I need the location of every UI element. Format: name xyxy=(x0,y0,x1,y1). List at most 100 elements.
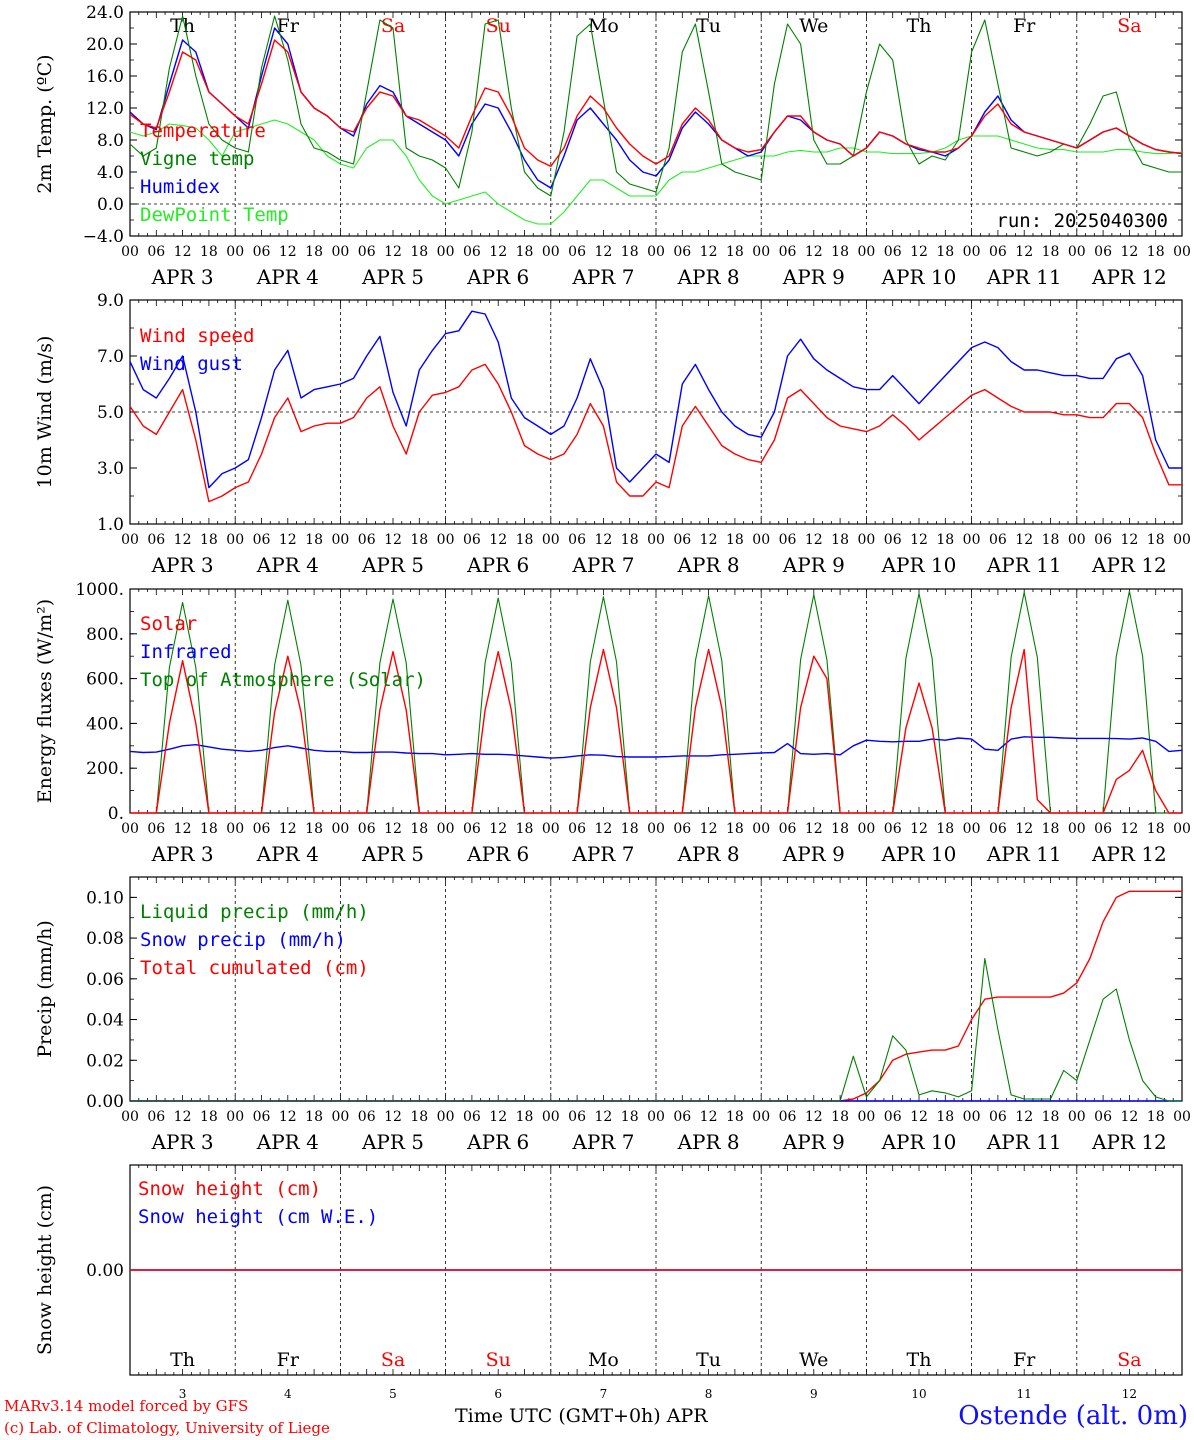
hour-tick-label: 18 xyxy=(305,244,323,260)
hour-tick-label: 00 xyxy=(121,821,139,837)
weekday-label: Fr xyxy=(277,1349,300,1371)
hour-tick-label: 06 xyxy=(568,244,586,260)
hour-tick-label: 12 xyxy=(384,532,402,548)
hour-tick-label: 00 xyxy=(752,244,770,260)
hour-tick-label: 12 xyxy=(1015,244,1033,260)
date-label: APR 4 xyxy=(256,1130,319,1154)
hour-tick-label: 12 xyxy=(805,532,823,548)
hour-tick-label: 18 xyxy=(410,821,428,837)
legend-entry: Wind gust xyxy=(140,353,243,375)
hour-tick-label: 12 xyxy=(910,532,928,548)
hour-tick-label: 06 xyxy=(147,821,165,837)
hour-tick-label: 18 xyxy=(1147,821,1165,837)
hour-tick-label: 12 xyxy=(1120,821,1138,837)
hour-tick-label: 00 xyxy=(226,1109,244,1125)
date-label: APR 6 xyxy=(466,1130,529,1154)
hour-tick-label: 18 xyxy=(726,1109,744,1125)
hour-tick-label: 00 xyxy=(542,244,560,260)
series-line-liquid-precip-mm-h xyxy=(130,957,1182,1102)
y-tick-label: 0.00 xyxy=(86,1261,124,1281)
hour-tick-label: 06 xyxy=(884,244,902,260)
hour-tick-label: 06 xyxy=(779,821,797,837)
hour-tick-label: 00 xyxy=(331,532,349,548)
y-tick-label: 3.0 xyxy=(97,459,124,479)
hour-tick-label: 12 xyxy=(174,1109,192,1125)
hour-tick-label: 00 xyxy=(1173,1109,1191,1125)
hour-tick-label: 18 xyxy=(831,244,849,260)
date-label: APR 8 xyxy=(677,553,740,577)
hour-tick-label: 12 xyxy=(700,1109,718,1125)
date-label: APR 6 xyxy=(466,553,529,577)
date-label: APR 8 xyxy=(677,1130,740,1154)
hour-tick-label: 00 xyxy=(963,821,981,837)
date-label: APR 8 xyxy=(677,265,740,289)
hour-tick-label: 12 xyxy=(174,821,192,837)
hour-tick-label: 00 xyxy=(226,532,244,548)
date-label: APR 7 xyxy=(571,1130,634,1154)
hour-tick-label: 18 xyxy=(516,821,534,837)
weekday-label: Su xyxy=(486,15,511,37)
day-number-label: 8 xyxy=(705,1387,713,1401)
panel-4: 0.10 0.08 0.06 0.04 0.02 0.00 Precip (mm/h) 00 0… xyxy=(34,876,1191,1154)
hour-tick-label: 00 xyxy=(437,821,455,837)
date-label: APR 4 xyxy=(256,553,319,577)
hour-tick-label: 00 xyxy=(963,244,981,260)
hour-tick-label: 06 xyxy=(568,1109,586,1125)
hour-tick-label: 12 xyxy=(594,1109,612,1125)
y-tick-label: 0.00 xyxy=(86,1092,124,1112)
y-tick-label: 1.0 xyxy=(97,515,124,535)
y-tick-label: 0.08 xyxy=(86,929,124,949)
legend-entry: Humidex xyxy=(140,176,220,198)
hour-tick-label: 12 xyxy=(174,244,192,260)
legend-entry: Total cumulated (cm) xyxy=(140,957,369,979)
y-axis-label: Precip (mm/h) xyxy=(34,920,56,1058)
hour-tick-label: 06 xyxy=(884,532,902,548)
weekday-label: Th xyxy=(170,1349,195,1371)
date-label: APR 7 xyxy=(571,553,634,577)
hour-tick-label: 12 xyxy=(910,244,928,260)
hour-tick-label: 00 xyxy=(752,821,770,837)
panel-1: 24.0 20.0 16.0 12.0 8.0 4.0 0.0 −4.0 2m Temp. (º… xyxy=(34,3,1191,289)
hour-tick-label: 00 xyxy=(1068,821,1086,837)
hour-tick-label: 00 xyxy=(1173,244,1191,260)
hour-tick-label: 18 xyxy=(621,244,639,260)
hour-tick-label: 12 xyxy=(489,1109,507,1125)
hour-tick-label: 00 xyxy=(857,532,875,548)
hour-tick-label: 18 xyxy=(1042,532,1060,548)
hour-tick-label: 18 xyxy=(1147,244,1165,260)
hour-tick-label: 12 xyxy=(279,532,297,548)
hour-tick-label: 12 xyxy=(1015,1109,1033,1125)
series-line-vigne-temp xyxy=(129,15,1182,197)
hour-tick-label: 12 xyxy=(1120,1109,1138,1125)
date-label: APR 10 xyxy=(881,553,957,577)
hour-tick-label: 18 xyxy=(305,532,323,548)
hour-tick-label: 18 xyxy=(621,532,639,548)
hour-tick-label: 12 xyxy=(700,532,718,548)
hour-tick-label: 18 xyxy=(621,821,639,837)
y-tick-label: 12.0 xyxy=(86,99,124,119)
legend-entry: Snow height (cm W.E.) xyxy=(138,1206,378,1228)
y-tick-label: 9.0 xyxy=(97,291,124,311)
y-tick-label: 0.02 xyxy=(86,1051,124,1071)
hour-tick-label: 18 xyxy=(1147,532,1165,548)
hour-tick-label: 00 xyxy=(121,244,139,260)
hour-tick-label: 18 xyxy=(305,821,323,837)
hour-tick-label: 06 xyxy=(1094,244,1112,260)
hour-tick-label: 12 xyxy=(1015,532,1033,548)
hour-tick-label: 06 xyxy=(884,1109,902,1125)
time-axis-label: Time UTC (GMT+0h) APR xyxy=(455,1405,708,1427)
y-axis-label: Snow height (cm) xyxy=(34,1185,56,1355)
hour-tick-label: 00 xyxy=(1068,244,1086,260)
hour-tick-label: 00 xyxy=(647,1109,665,1125)
hour-tick-label: 06 xyxy=(673,821,691,837)
hour-tick-label: 06 xyxy=(147,532,165,548)
weekday-label: We xyxy=(799,15,828,37)
y-tick-label: 5.0 xyxy=(97,403,124,423)
day-number-label: 11 xyxy=(1017,1387,1032,1401)
series-line-wind-speed xyxy=(129,363,1182,503)
hour-tick-label: 00 xyxy=(542,532,560,548)
hour-tick-label: 00 xyxy=(226,821,244,837)
series-line-solar xyxy=(130,648,1182,814)
panel-2: 9.0 7.0 5.0 3.0 1.0 10m Wind (m/s) 00 06 12 18 APR… xyxy=(34,291,1191,577)
